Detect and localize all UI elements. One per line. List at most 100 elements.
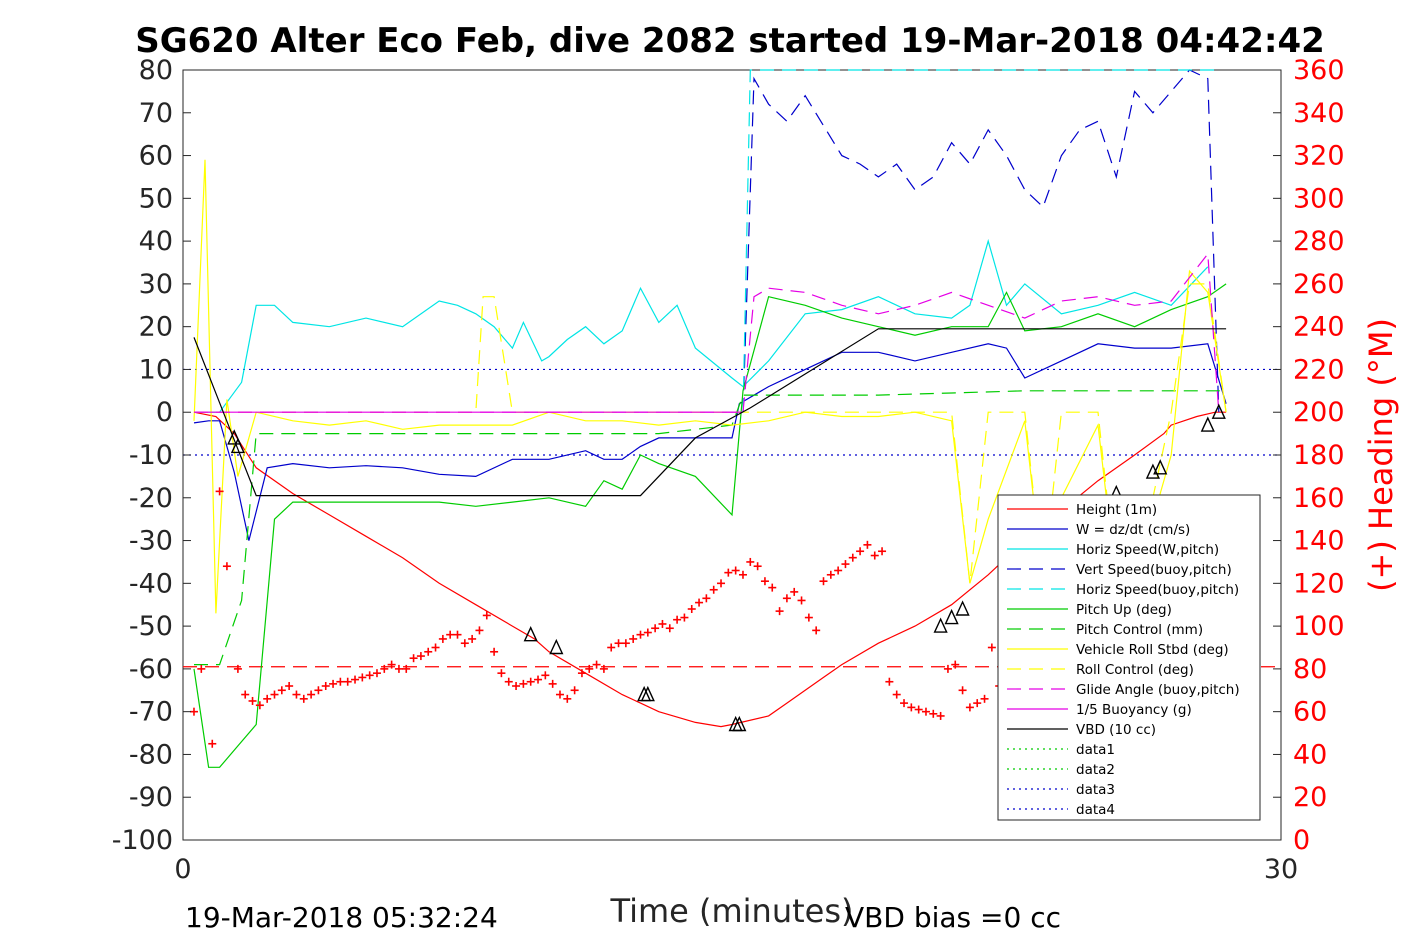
y2-tick-label: 280 <box>1293 226 1345 257</box>
heading-point <box>431 643 440 652</box>
y-tick-label: -100 <box>112 825 173 856</box>
heading-point <box>592 660 601 669</box>
footer-vbd-bias: VBD bias =0 cc <box>845 901 1061 934</box>
legend-entry: Roll Control (deg) <box>1007 662 1194 678</box>
y-axis-right-label: (+) Heading (°M) <box>1362 318 1400 592</box>
event-marker <box>1211 403 1226 419</box>
heading-point <box>460 639 469 648</box>
y-tick-label: -80 <box>129 739 173 770</box>
heading-point <box>804 613 813 622</box>
y-tick-label: -50 <box>129 611 173 642</box>
event-marker <box>640 685 655 702</box>
heading-point <box>438 634 447 643</box>
legend-label: data4 <box>1076 802 1115 818</box>
series-5 <box>193 283 1227 768</box>
heading-point <box>585 664 594 673</box>
y2-tick-label: 140 <box>1293 526 1345 557</box>
heading-point <box>680 613 689 622</box>
heading-point <box>943 664 952 673</box>
series-1 <box>193 343 1227 541</box>
heading-point <box>321 682 330 690</box>
heading-point <box>658 619 667 628</box>
y2-tick-label: 0 <box>1293 825 1310 856</box>
heading-point <box>189 707 198 716</box>
heading-point <box>548 679 557 688</box>
heading-point <box>951 660 960 669</box>
y2-tick-label: 260 <box>1293 269 1345 300</box>
y-tick-label: -20 <box>129 483 173 514</box>
legend-entry: VBD (10 cc) <box>1007 722 1156 738</box>
heading-point <box>314 686 323 695</box>
heading-point <box>841 560 850 569</box>
y-tick-label: 70 <box>139 98 173 129</box>
y2-tick-label: 40 <box>1293 739 1327 770</box>
legend-entry: data2 <box>1007 762 1115 778</box>
legend-label: data3 <box>1076 782 1115 798</box>
y-tick-label: 20 <box>139 312 173 343</box>
heading-point <box>482 611 491 620</box>
event-marker <box>933 617 948 633</box>
y2-tick-label: 200 <box>1293 397 1345 428</box>
y-tick-label: 50 <box>139 183 173 214</box>
heading-point <box>380 664 389 673</box>
heading-point <box>929 709 938 718</box>
heading-point <box>665 624 674 633</box>
heading-point <box>907 703 916 712</box>
y2-tick-label: 320 <box>1293 141 1345 172</box>
heading-point <box>512 682 521 690</box>
heading-point <box>270 690 279 699</box>
series-7 <box>193 159 1227 614</box>
heading-point <box>358 673 367 682</box>
event-marker <box>1153 459 1168 475</box>
event-marker <box>227 429 242 445</box>
legend-entry: Horiz Speed(W,pitch) <box>1007 542 1219 558</box>
heading-point <box>921 707 930 716</box>
heading-point <box>241 690 250 699</box>
heading-point <box>958 686 967 695</box>
heading-point <box>702 594 711 603</box>
heading-point <box>636 630 645 639</box>
heading-point <box>394 664 403 673</box>
event-marker <box>732 715 747 732</box>
heading-point <box>973 699 982 708</box>
event-marker <box>230 437 245 454</box>
y2-tick-label: 100 <box>1293 611 1345 642</box>
heading-point <box>248 696 257 705</box>
legend-label: VBD (10 cc) <box>1076 722 1156 738</box>
legend-entry: Pitch Up (deg) <box>1007 602 1172 618</box>
y-tick-label: -30 <box>129 526 173 557</box>
legend-label: Horiz Speed(buoy,pitch) <box>1076 582 1239 598</box>
heading-point <box>409 654 418 663</box>
heading-point <box>980 694 989 703</box>
heading-point <box>731 566 740 575</box>
y2-tick-label: 340 <box>1293 98 1345 129</box>
heading-point <box>687 605 696 613</box>
heading-point <box>775 607 784 616</box>
heading-point <box>651 624 660 633</box>
heading-point <box>965 703 974 712</box>
legend-label: Pitch Up (deg) <box>1076 602 1172 618</box>
legend-label: Glide Angle (buoy,pitch) <box>1076 682 1240 698</box>
event-marker <box>523 625 538 642</box>
event-marker <box>944 608 959 625</box>
heading-point <box>878 547 887 556</box>
heading-point <box>614 639 623 648</box>
event-marker <box>1200 416 1215 432</box>
y-tick-label: 30 <box>139 269 173 300</box>
legend-label: data2 <box>1076 762 1115 778</box>
legend-label: Vehicle Roll Stbd (deg) <box>1076 642 1229 658</box>
y-tick-label: -70 <box>129 697 173 728</box>
y2-tick-label: 80 <box>1293 654 1327 685</box>
heading-point <box>629 634 638 643</box>
heading-point <box>329 679 338 688</box>
heading-point <box>197 664 206 673</box>
heading-point <box>446 630 455 639</box>
heading-point <box>570 686 579 695</box>
heading-point <box>453 630 462 639</box>
heading-point <box>768 583 777 592</box>
x-axis-label: Time (minutes) <box>610 892 854 930</box>
legend-label: data1 <box>1076 742 1115 758</box>
heading-point <box>563 694 572 703</box>
heading-point <box>914 705 923 714</box>
